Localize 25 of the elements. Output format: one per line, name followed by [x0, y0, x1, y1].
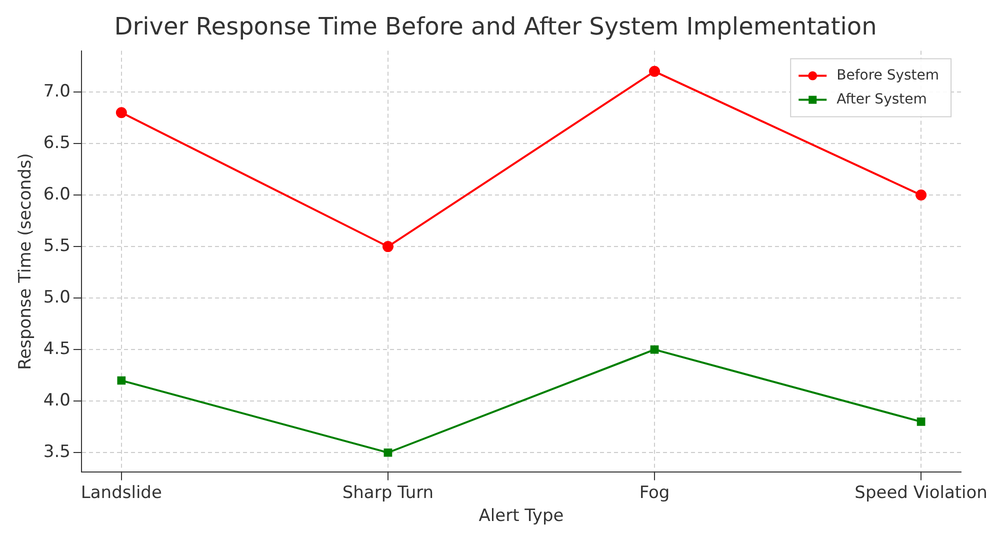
- point: [916, 190, 927, 201]
- x-tick-label: Sharp Turn: [342, 482, 434, 503]
- x-axis-title: Alert Type: [478, 506, 564, 526]
- y-axis-title: Response Time (seconds): [16, 153, 36, 370]
- point: [649, 66, 660, 77]
- point: [382, 241, 394, 252]
- y-tick-label: 3.5: [43, 442, 70, 462]
- y-tick-label: 4.5: [43, 339, 70, 360]
- legend-label: Before System: [836, 67, 940, 84]
- legend-label: After System: [836, 91, 927, 108]
- chart-title: Driver Response Time Before and After System Implementation: [114, 12, 877, 41]
- x-tick-label: Landslide: [80, 482, 162, 503]
- y-tick-label: 4.0: [43, 390, 70, 411]
- y-tick-label: 5.0: [43, 288, 70, 308]
- x-tick-label: Speed Violation: [854, 482, 988, 503]
- y-tick-label: 7.0: [43, 81, 70, 102]
- y-tick-label: 6.0: [43, 184, 70, 204]
- point: [650, 345, 659, 354]
- y-tick-label: 5.5: [43, 236, 70, 256]
- point: [116, 107, 127, 118]
- point: [916, 418, 926, 426]
- y-tick-label: 6.5: [43, 132, 70, 153]
- point: [384, 448, 392, 457]
- x-tick-label: Fog: [639, 482, 670, 503]
- point: [117, 376, 126, 385]
